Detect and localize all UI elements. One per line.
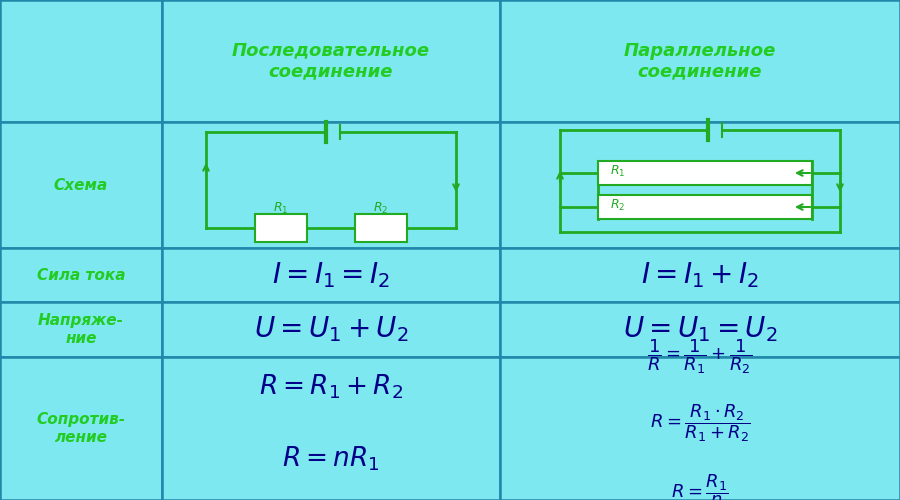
Text: $R_1$: $R_1$ bbox=[610, 164, 626, 178]
Bar bbox=[598, 161, 812, 185]
Bar bbox=[0, 357, 162, 500]
Text: Схема: Схема bbox=[54, 178, 108, 192]
Bar bbox=[162, 302, 500, 357]
Text: Напряже-
ние: Напряже- ние bbox=[38, 314, 124, 346]
Text: $I = I_1 + I_2$: $I = I_1 + I_2$ bbox=[641, 260, 759, 290]
Bar bbox=[255, 214, 307, 242]
Bar bbox=[0, 248, 162, 302]
Bar bbox=[500, 302, 900, 357]
Bar bbox=[0, 0, 162, 122]
Bar bbox=[0, 122, 162, 248]
Text: $R_2$: $R_2$ bbox=[374, 201, 389, 216]
Text: $R = \dfrac{R_1 \cdot R_2}{R_1 + R_2}$: $R = \dfrac{R_1 \cdot R_2}{R_1 + R_2}$ bbox=[650, 402, 751, 444]
Text: $R_1$: $R_1$ bbox=[274, 201, 289, 216]
Text: $R = nR_1$: $R = nR_1$ bbox=[282, 444, 380, 473]
Bar bbox=[162, 0, 500, 122]
Text: Сопротив-
ление: Сопротив- ление bbox=[36, 412, 126, 444]
Text: $U = U_1 + U_2$: $U = U_1 + U_2$ bbox=[254, 314, 409, 344]
Bar bbox=[162, 122, 500, 248]
Text: $U = U_1 = U_2$: $U = U_1 = U_2$ bbox=[623, 314, 778, 344]
Text: Сила тока: Сила тока bbox=[37, 268, 125, 282]
Text: $\dfrac{1}{R} = \dfrac{1}{R_1} + \dfrac{1}{R_2}$: $\dfrac{1}{R} = \dfrac{1}{R_1} + \dfrac{… bbox=[647, 337, 752, 376]
Bar bbox=[500, 248, 900, 302]
Bar bbox=[500, 122, 900, 248]
Bar bbox=[162, 248, 500, 302]
Bar bbox=[162, 357, 500, 500]
Text: Последовательное
соединение: Последовательное соединение bbox=[232, 42, 430, 80]
Text: $I = I_1 = I_2$: $I = I_1 = I_2$ bbox=[272, 260, 390, 290]
Text: $R = R_1 + R_2$: $R = R_1 + R_2$ bbox=[259, 372, 403, 401]
Text: Параллельное
соединение: Параллельное соединение bbox=[624, 42, 776, 80]
Bar bbox=[500, 0, 900, 122]
Text: $R = \dfrac{R_1}{n}$: $R = \dfrac{R_1}{n}$ bbox=[671, 472, 729, 500]
Text: $R_2$: $R_2$ bbox=[610, 198, 626, 212]
Bar bbox=[598, 195, 812, 219]
Bar bbox=[0, 302, 162, 357]
Bar bbox=[355, 214, 407, 242]
Bar bbox=[500, 357, 900, 500]
